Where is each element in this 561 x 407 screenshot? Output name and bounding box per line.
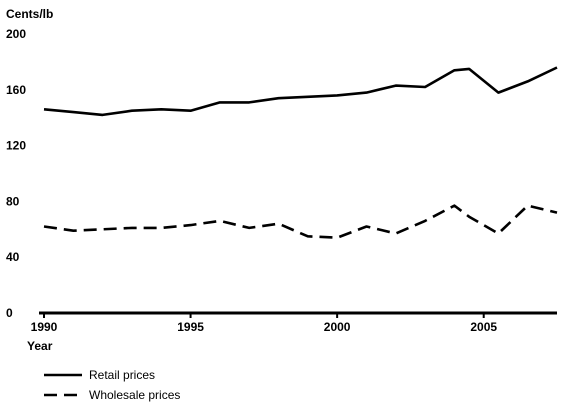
retail-prices-line [43, 66, 558, 117]
x-axis-title: Year [27, 339, 53, 353]
y-tick-label: 120 [6, 139, 26, 153]
x-tick-label: 2000 [324, 320, 351, 334]
y-tick-label: 200 [6, 27, 26, 41]
y-tick-label: 80 [6, 194, 20, 208]
legend-label: Retail prices [89, 368, 155, 382]
legend-label: Wholesale prices [89, 388, 180, 402]
x-tick-label: 1995 [177, 320, 204, 334]
y-tick-label: 0 [6, 306, 13, 320]
legend: Retail prices Wholesale prices [44, 368, 180, 402]
x-tick-label: 1990 [31, 320, 58, 334]
y-tick-labels: 0 40 80 120 160 200 [6, 27, 26, 320]
x-tick-group: 1990 1995 2000 2005 [31, 313, 497, 334]
y-tick-label: 40 [6, 250, 20, 264]
wholesale-prices-line [43, 204, 558, 239]
series-group [43, 66, 558, 239]
y-tick-label: 160 [6, 83, 26, 97]
x-tick-label: 2005 [470, 320, 497, 334]
y-axis-title: Cents/lb [6, 7, 53, 21]
